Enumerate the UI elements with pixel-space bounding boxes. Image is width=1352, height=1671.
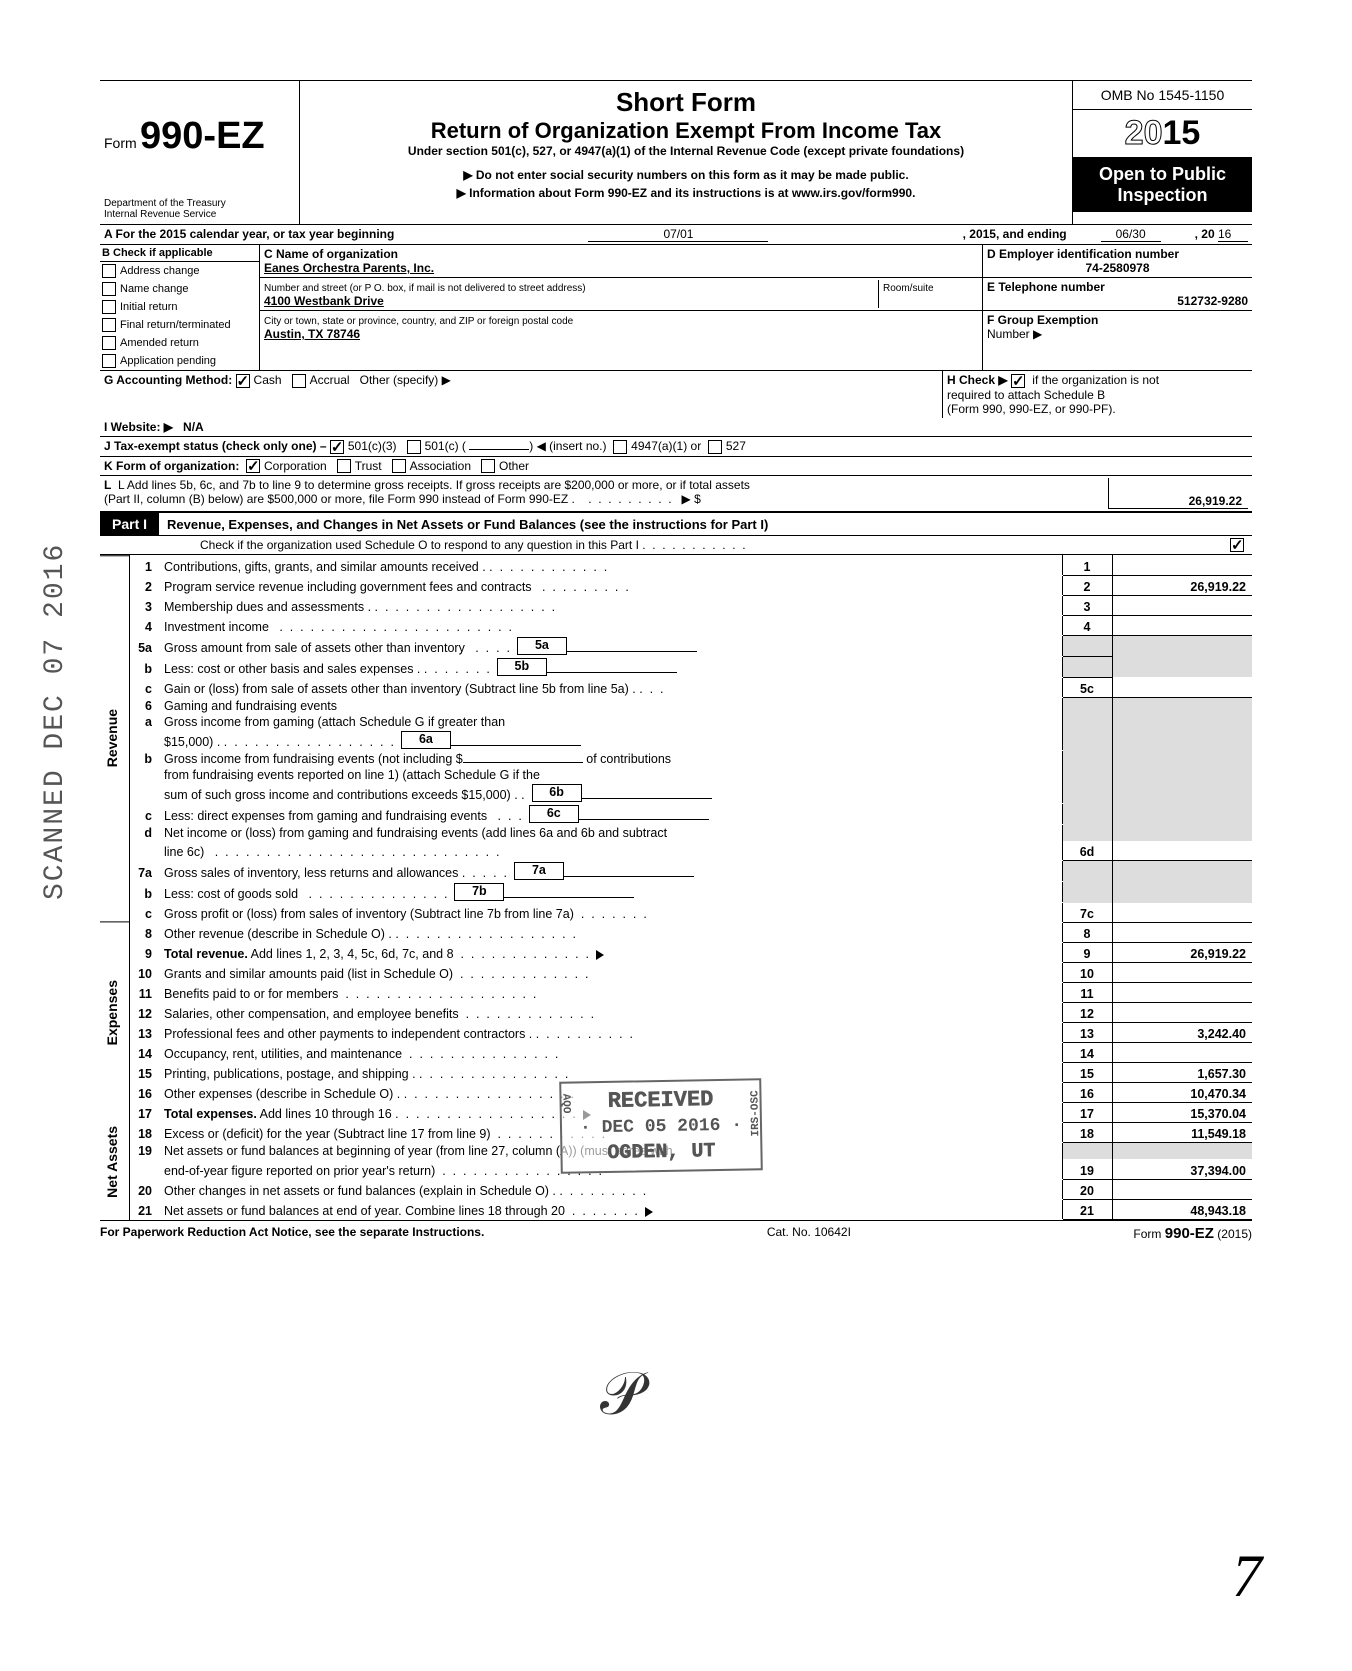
col-b-header: B Check if applicable — [100, 245, 259, 262]
city-state-zip: Austin, TX 78746 — [264, 327, 360, 341]
open-to-public: Open to Public Inspection — [1073, 158, 1252, 212]
section-bcd: B Check if applicable Address change Nam… — [100, 244, 1252, 370]
phone: 512732-9280 — [987, 294, 1248, 308]
check-501c3[interactable] — [330, 440, 344, 454]
title-short-form: Short Form — [306, 87, 1066, 118]
line-17-amount: 15,370.04 — [1112, 1103, 1252, 1123]
line-15-amount: 1,657.30 — [1112, 1063, 1252, 1083]
line-l: L L Add lines 5b, 6c, and 7b to line 9 t… — [100, 475, 1252, 511]
org-name: Eanes Orchestra Parents, Inc. — [264, 261, 434, 275]
form-number: 990-EZ — [140, 115, 265, 157]
subtitle-1: Under section 501(c), 527, or 4947(a)(1)… — [306, 144, 1066, 158]
initial-mark: 𝒫 — [600, 1360, 643, 1429]
line-a: A For the 2015 calendar year, or tax yea… — [100, 224, 1252, 244]
side-expenses: Expenses — [100, 921, 129, 1103]
check-address-change[interactable]: Address change — [100, 262, 259, 280]
part-1-check: Check if the organization used Schedule … — [100, 536, 1252, 555]
dept-line-1: Department of the Treasury — [104, 198, 295, 209]
tax-year: 2015 — [1073, 110, 1252, 158]
received-stamp: AQO RECEIVED · DEC 05 2016 · OGDEN, UT I… — [559, 1078, 763, 1174]
check-h[interactable] — [1011, 374, 1025, 388]
line-19-amount: 37,394.00 — [1112, 1159, 1252, 1179]
line-13-amount: 3,242.40 — [1112, 1023, 1252, 1043]
part-1-header: Part I Revenue, Expenses, and Changes in… — [100, 511, 1252, 536]
side-net-assets: Net Assets — [100, 1103, 129, 1220]
omb-number: OMB No 1545-1150 — [1073, 81, 1252, 110]
dept-line-2: Internal Revenue Service — [104, 209, 295, 220]
form-page: SCANNED DEC 07 2016 Form 990-EZ Departme… — [0, 0, 1352, 1671]
side-revenue: Revenue — [100, 555, 129, 920]
check-schedule-o[interactable] — [1230, 538, 1244, 552]
line-k: K Form of organization: Corporation Trus… — [100, 456, 1252, 476]
check-accrual[interactable] — [292, 374, 306, 388]
title-return: Return of Organization Exempt From Incom… — [306, 118, 1066, 144]
line-i: I Website: ▶ N/A — [100, 418, 1252, 436]
check-initial-return[interactable]: Initial return — [100, 298, 259, 316]
street-address: 4100 Westbank Drive — [264, 294, 384, 308]
check-application-pending[interactable]: Application pending — [100, 352, 259, 370]
line-g-h: G Accounting Method: Cash Accrual Other … — [100, 370, 1252, 418]
line-18-amount: 11,549.18 — [1112, 1123, 1252, 1143]
line-21-amount: 48,943.18 — [1112, 1199, 1252, 1219]
check-amended-return[interactable]: Amended return — [100, 334, 259, 352]
line-9-amount: 26,919.22 — [1112, 943, 1252, 963]
footer: For Paperwork Reduction Act Notice, see … — [100, 1220, 1252, 1242]
check-name-change[interactable]: Name change — [100, 280, 259, 298]
gross-receipts: 26,919.22 — [1108, 478, 1248, 509]
scanned-stamp: SCANNED DEC 07 2016 — [40, 543, 71, 900]
form-header: Form 990-EZ Department of the Treasury I… — [100, 80, 1252, 224]
check-final-return[interactable]: Final return/terminated — [100, 316, 259, 334]
line-16-amount: 10,470.34 — [1112, 1083, 1252, 1103]
subtitle-3: ▶ Information about Form 990-EZ and its … — [306, 186, 1066, 200]
form-prefix: Form — [104, 135, 137, 151]
check-cash[interactable] — [236, 374, 250, 388]
line-j: J Tax-exempt status (check only one) – 5… — [100, 436, 1252, 456]
check-corporation[interactable] — [246, 459, 260, 473]
line-2-amount: 26,919.22 — [1112, 575, 1252, 595]
subtitle-2: ▶ Do not enter social security numbers o… — [306, 168, 1066, 182]
page-number: 7 — [1232, 1542, 1262, 1611]
ein: 74-2580978 — [987, 261, 1248, 275]
